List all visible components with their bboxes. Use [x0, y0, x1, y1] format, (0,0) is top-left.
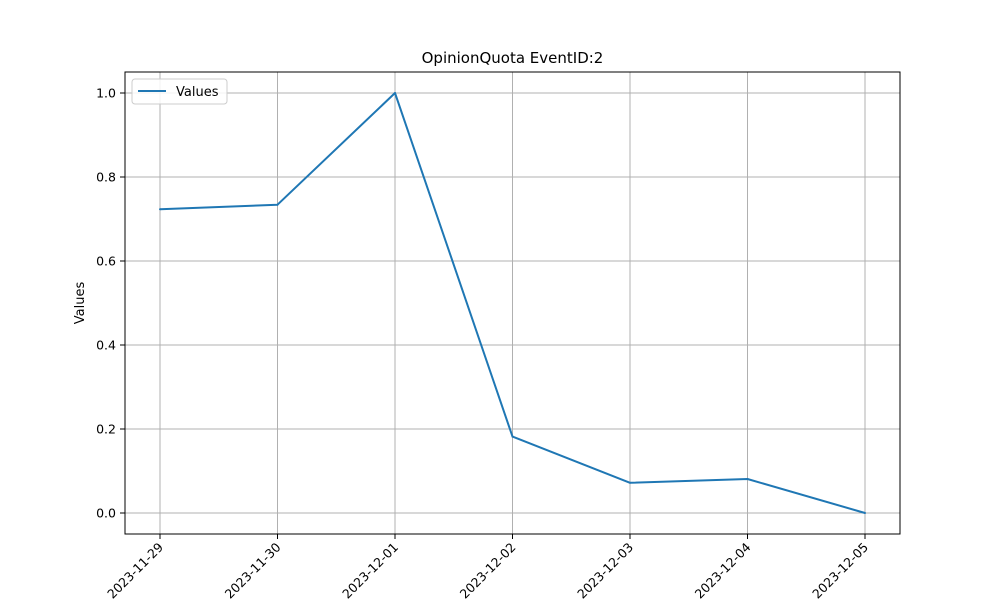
y-axis: 0.0 0.2 0.4 0.6 0.8 1.0 — [96, 86, 125, 521]
data-point — [864, 512, 866, 514]
x-tick-label: 2023-12-03 — [574, 540, 636, 600]
y-tick-label: 1.0 — [96, 86, 116, 101]
data-point — [159, 208, 161, 211]
series-layer — [159, 92, 866, 514]
x-axis: 2023-11-29 2023-11-30 2023-12-01 2023-12-02… — [104, 534, 871, 600]
legend-label: Values — [176, 85, 219, 100]
grid-lines — [125, 72, 900, 534]
x-tick-label: 2023-11-29 — [104, 539, 166, 600]
y-tick-label: 0.2 — [96, 422, 116, 437]
x-tick-label: 2023-12-02 — [457, 540, 519, 600]
data-point — [629, 481, 631, 484]
y-tick-label: 0.4 — [96, 338, 116, 353]
legend: Values — [131, 78, 228, 105]
y-tick-label: 0.6 — [96, 254, 116, 269]
x-tick-label: 2023-12-04 — [692, 539, 754, 600]
data-point — [511, 435, 514, 438]
x-tick-label: 2023-11-30 — [222, 539, 284, 600]
y-tick-label: 0.0 — [96, 506, 116, 521]
y-axis-label: Values — [73, 282, 88, 325]
y-tick-label: 0.8 — [96, 170, 116, 185]
data-point — [276, 203, 279, 206]
data-point — [746, 478, 749, 480]
data-point — [394, 92, 396, 94]
legend-box — [131, 78, 228, 105]
chart-title: OpinionQuota EventID:2 — [422, 49, 604, 67]
x-tick-label: 2023-12-05 — [809, 540, 871, 600]
x-tick-label: 2023-12-01 — [339, 540, 401, 600]
